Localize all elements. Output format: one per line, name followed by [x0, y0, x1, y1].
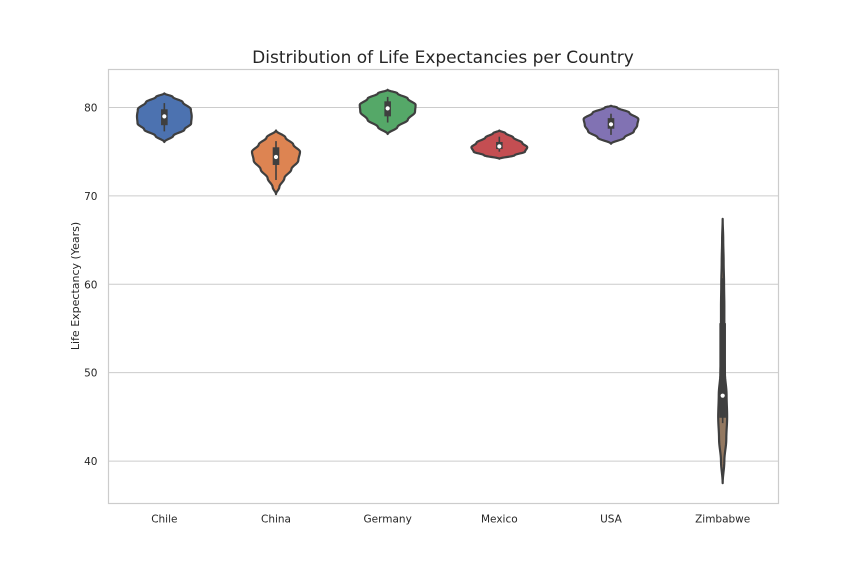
- iqr-box-zimbabwe: [719, 323, 726, 418]
- median-dot-mexico: [497, 144, 502, 149]
- median-dot-china: [273, 154, 279, 160]
- chart-title: Distribution of Life Expectancies per Co…: [252, 48, 634, 68]
- y-axis-label: Life Expectancy (Years): [69, 222, 82, 350]
- x-tick-label: Zimbabwe: [695, 514, 750, 526]
- plot-frame: [107, 68, 780, 505]
- median-dot-chile: [162, 114, 167, 119]
- y-tick-label: 50: [84, 368, 97, 380]
- x-tick-label: Germany: [364, 514, 412, 526]
- x-tick-label: Chile: [151, 514, 177, 526]
- y-tick-label: 40: [84, 456, 97, 468]
- y-tick-label: 80: [84, 103, 97, 115]
- violins: [135, 88, 729, 485]
- tick-labels: 40 50 60 70 80 Chile China Germany Mexico USA Zimb…: [84, 103, 750, 526]
- median-dot-zimbabwe: [720, 393, 725, 398]
- x-tick-label: USA: [600, 514, 623, 526]
- y-tick-label: 60: [84, 279, 97, 291]
- x-tick-label: China: [261, 514, 291, 526]
- gridlines: [108, 107, 779, 462]
- x-tick-label: Mexico: [481, 514, 518, 526]
- y-tick-label: 70: [84, 191, 97, 203]
- median-dot-germany: [385, 106, 390, 111]
- median-dot-usa: [608, 122, 614, 127]
